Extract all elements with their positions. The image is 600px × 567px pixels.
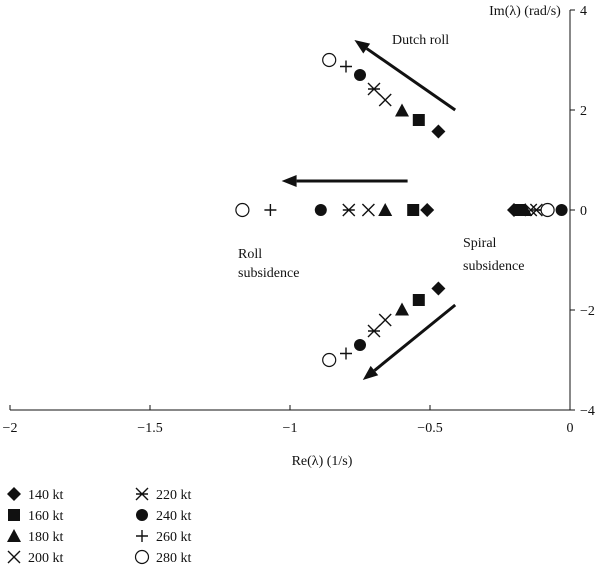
data-point-asterisk — [367, 324, 381, 338]
y-tick-label: 0 — [580, 204, 587, 219]
x-tick-label: −1.5 — [137, 421, 162, 436]
legend-label: 220 kt — [156, 488, 192, 503]
axes: −2 −1.5 −1 −0.5 0 4 2 0 −2 −4 — [3, 4, 595, 436]
y-tick-label: 4 — [580, 4, 587, 19]
data-point-triangle — [395, 302, 409, 316]
legend-marker-circle-filled — [136, 509, 148, 521]
data-point-diamond — [431, 124, 446, 139]
data-point-circle-open — [322, 352, 337, 368]
x-tick-label: −2 — [3, 421, 18, 436]
legend-label: 280 kt — [156, 551, 192, 566]
x-tick-label: 0 — [567, 421, 574, 436]
data-point-circle-open — [540, 202, 555, 218]
data-point-x — [361, 203, 375, 217]
x-tick-label: −1 — [283, 421, 298, 436]
data-point-square — [407, 204, 420, 216]
data-point-square — [412, 114, 425, 126]
legend: 140 kt 160 kt 180 kt 200 kt 220 kt 240 kt 260 … — [7, 487, 192, 566]
legend-item: 240 kt — [136, 509, 192, 524]
data-point-diamond — [420, 203, 435, 217]
y-tick-label: −4 — [580, 404, 595, 419]
legend-item: 200 kt — [7, 550, 64, 566]
annotation-roll-subsidence-line1: Roll — [238, 247, 262, 262]
x-tick-label: −0.5 — [417, 421, 442, 436]
data-point-asterisk — [367, 82, 381, 96]
legend-item: 280 kt — [134, 549, 192, 566]
y-tick-label: 2 — [580, 104, 587, 119]
data-point-plus — [340, 60, 352, 73]
data-point-square — [412, 294, 425, 306]
legend-item: 220 kt — [135, 487, 192, 503]
roll-subsidence-arrow — [281, 175, 408, 187]
data-point-circle-filled — [314, 204, 327, 216]
data-point-circle-open — [235, 202, 250, 218]
legend-item: 180 kt — [7, 529, 64, 545]
legend-marker-triangle — [7, 529, 21, 542]
data-point-x — [378, 313, 392, 327]
legend-label: 160 kt — [28, 509, 64, 524]
legend-label: 140 kt — [28, 488, 64, 503]
data-point-plus — [264, 204, 277, 216]
annotation-spiral-subsidence-line2: subsidence — [463, 259, 524, 274]
data-point-circle-filled — [555, 204, 568, 216]
y-axis-title: Im(λ) (rad/s) — [489, 4, 561, 19]
data-point-asterisk — [342, 203, 356, 217]
y-tick-label: −2 — [580, 304, 595, 319]
legend-label: 260 kt — [156, 530, 192, 545]
annotation-spiral-subsidence-line1: Spiral — [463, 236, 497, 251]
legend-marker-circle-open — [134, 549, 150, 565]
legend-marker-asterisk — [135, 487, 149, 501]
legend-marker-plus — [136, 530, 148, 542]
axis-titles: Re(λ) (1/s) Im(λ) (rad/s) — [292, 4, 562, 469]
data-point-circle-filled — [354, 339, 366, 351]
data-markers — [235, 52, 568, 368]
trend-arrows — [281, 40, 457, 380]
data-point-circle-filled — [354, 69, 366, 81]
annotation-roll-subsidence-line2: subsidence — [238, 266, 299, 281]
data-point-x — [378, 93, 392, 107]
legend-marker-diamond — [7, 487, 21, 501]
legend-label: 200 kt — [28, 551, 64, 566]
legend-label: 240 kt — [156, 509, 192, 524]
data-point-diamond — [431, 281, 446, 296]
legend-marker-x — [7, 550, 21, 564]
legend-item: 160 kt — [8, 509, 64, 524]
annotations: Dutch roll Roll subsidence Spiral subsid… — [238, 33, 524, 281]
legend-label: 180 kt — [28, 530, 64, 545]
data-point-triangle — [378, 203, 393, 216]
data-point-plus — [340, 347, 352, 360]
legend-item: 140 kt — [7, 487, 64, 503]
data-point-circle-open — [322, 52, 337, 68]
legend-marker-square — [8, 509, 20, 521]
dutch-roll-upper-arrow — [354, 40, 457, 112]
x-axis-title: Re(λ) (1/s) — [292, 454, 353, 469]
annotation-dutch-roll: Dutch roll — [392, 33, 449, 48]
dutch-roll-lower-arrow — [362, 303, 457, 380]
data-point-triangle — [395, 103, 409, 117]
legend-item: 260 kt — [136, 530, 192, 545]
